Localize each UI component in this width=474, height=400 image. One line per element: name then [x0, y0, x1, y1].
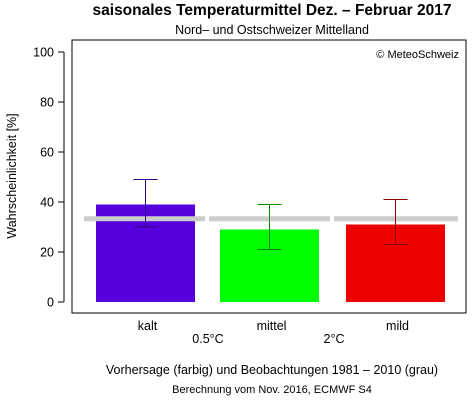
copyright: © MeteoSchweiz [376, 49, 459, 61]
chart-title: saisonales Temperaturmittel Dez. – Febru… [93, 2, 452, 19]
chart-subtitle: Nord– und Ostschweizer Mittelland [175, 23, 369, 37]
threshold-label: 2°C [324, 332, 345, 346]
threshold-label: 0.5°C [192, 332, 223, 346]
error-bars [133, 179, 408, 250]
x-axis-labels: kalt mittel mild 0.5°C 2°C [138, 319, 409, 346]
y-tick-label: 0 [47, 296, 54, 310]
y-tick-label: 60 [40, 146, 54, 160]
footer-computation: Berechnung vom Nov. 2016, ECMWF S4 [172, 384, 372, 396]
footer-note: Vorhersage (farbig) und Beobachtungen 19… [106, 363, 438, 377]
y-tick-label: 100 [33, 46, 54, 60]
category-label-kalt: kalt [138, 319, 158, 333]
y-tick-label: 80 [40, 96, 54, 110]
y-tick-label: 40 [40, 196, 54, 210]
y-axis-title: Wahrscheinlichkeit [%] [5, 113, 19, 238]
category-label-mittel: mittel [257, 319, 287, 333]
y-tick-label: 20 [40, 246, 54, 260]
plot-frame [71, 39, 467, 314]
y-axis: 0 20 40 60 80 100 [33, 46, 65, 310]
category-label-mild: mild [386, 319, 409, 333]
